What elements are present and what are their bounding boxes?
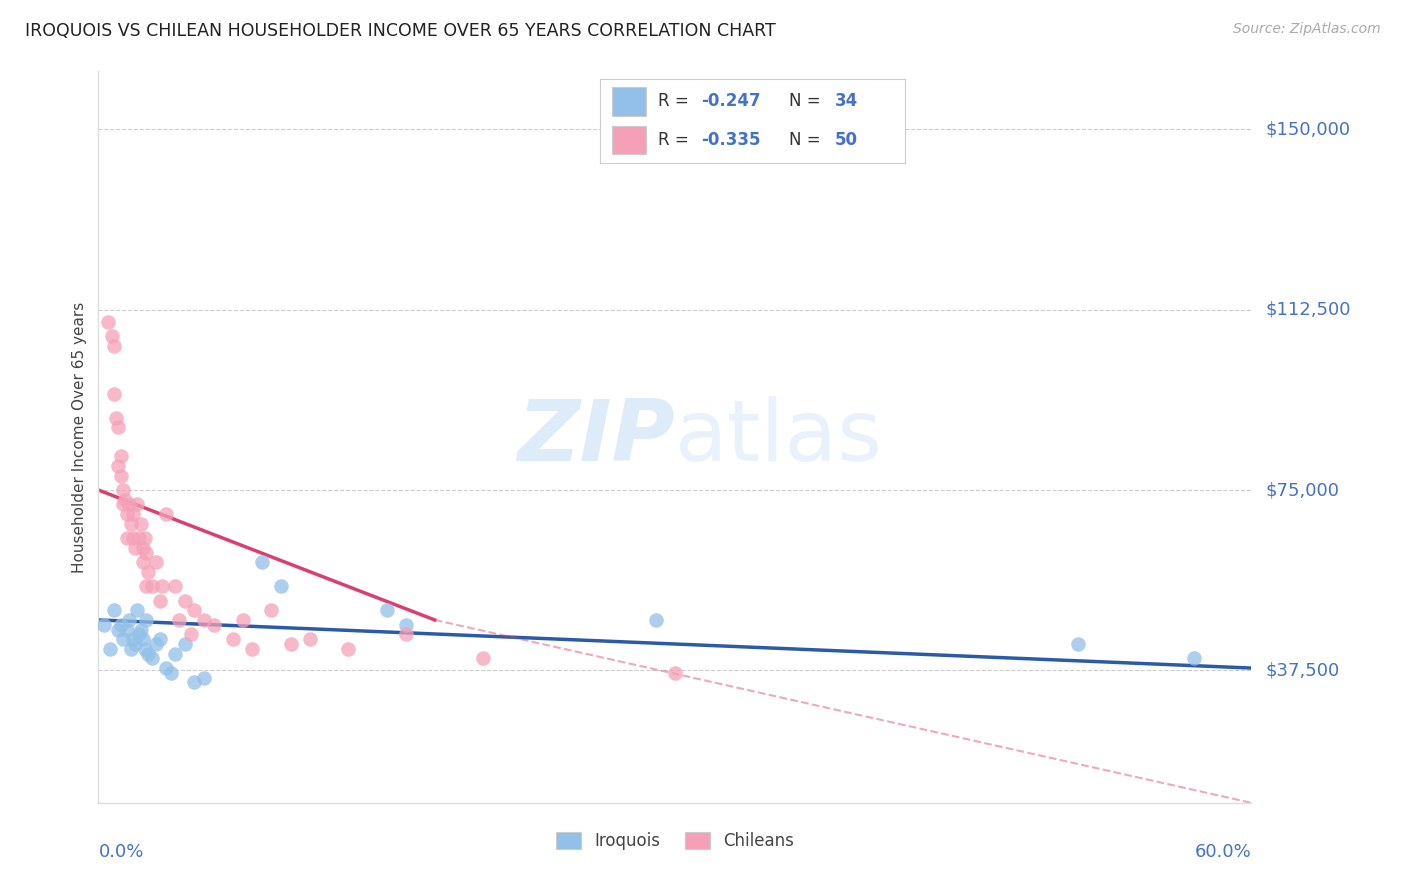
Text: $112,500: $112,500 — [1265, 301, 1351, 318]
Point — [128, 531, 150, 545]
Point — [250, 555, 273, 569]
Point — [128, 627, 150, 641]
Point — [110, 617, 132, 632]
Point — [103, 338, 125, 352]
Point — [160, 665, 183, 680]
Point — [165, 647, 187, 661]
Point — [131, 541, 153, 555]
Point — [122, 531, 145, 545]
Point — [131, 632, 153, 647]
Point — [167, 613, 190, 627]
Legend: Iroquois, Chileans: Iroquois, Chileans — [548, 825, 801, 856]
Text: $75,000: $75,000 — [1265, 481, 1339, 499]
Point — [165, 579, 187, 593]
Point — [298, 632, 321, 647]
Point — [155, 507, 177, 521]
Text: $37,500: $37,500 — [1265, 662, 1340, 680]
Point — [114, 492, 136, 507]
Point — [117, 623, 139, 637]
Point — [125, 498, 148, 512]
Point — [337, 641, 360, 656]
Point — [138, 647, 160, 661]
Point — [117, 531, 139, 545]
Point — [395, 627, 418, 641]
Point — [1067, 637, 1090, 651]
Point — [134, 641, 156, 656]
Point — [183, 675, 205, 690]
Point — [120, 516, 142, 531]
Text: ZIP: ZIP — [517, 395, 675, 479]
Text: atlas: atlas — [675, 395, 883, 479]
Point — [120, 641, 142, 656]
Point — [125, 603, 148, 617]
Point — [117, 507, 139, 521]
Point — [240, 641, 263, 656]
Point — [135, 579, 157, 593]
Point — [134, 531, 156, 545]
Point — [141, 579, 163, 593]
Point — [155, 661, 177, 675]
Point — [202, 617, 225, 632]
Y-axis label: Householder Income Over 65 years: Householder Income Over 65 years — [72, 301, 87, 573]
Point — [135, 613, 157, 627]
Point — [141, 651, 163, 665]
Point — [222, 632, 245, 647]
Point — [103, 603, 125, 617]
Point — [124, 637, 146, 651]
Text: 60.0%: 60.0% — [1195, 843, 1251, 861]
Point — [375, 603, 398, 617]
Point — [280, 637, 302, 651]
Point — [150, 579, 173, 593]
Point — [112, 483, 135, 497]
Point — [124, 541, 146, 555]
Point — [471, 651, 494, 665]
Text: Source: ZipAtlas.com: Source: ZipAtlas.com — [1233, 22, 1381, 37]
Point — [122, 632, 145, 647]
Text: IROQUOIS VS CHILEAN HOUSEHOLDER INCOME OVER 65 YEARS CORRELATION CHART: IROQUOIS VS CHILEAN HOUSEHOLDER INCOME O… — [25, 22, 776, 40]
Point — [118, 498, 141, 512]
Point — [183, 603, 205, 617]
Point — [98, 641, 121, 656]
Point — [110, 468, 132, 483]
Point — [260, 603, 283, 617]
Point — [112, 632, 135, 647]
Point — [118, 613, 141, 627]
Point — [107, 420, 129, 434]
Text: 0.0%: 0.0% — [98, 843, 143, 861]
Point — [644, 613, 666, 627]
Point — [112, 498, 135, 512]
Point — [129, 623, 152, 637]
Point — [138, 565, 160, 579]
Point — [1182, 651, 1205, 665]
Point — [145, 637, 167, 651]
Point — [104, 410, 127, 425]
Point — [395, 617, 418, 632]
Point — [193, 671, 215, 685]
Point — [270, 579, 292, 593]
Point — [135, 545, 157, 559]
Point — [664, 665, 686, 680]
Point — [231, 613, 254, 627]
Text: $150,000: $150,000 — [1265, 120, 1350, 138]
Point — [174, 593, 197, 607]
Point — [103, 386, 125, 401]
Point — [180, 627, 202, 641]
Point — [149, 593, 172, 607]
Point — [193, 613, 215, 627]
Point — [129, 516, 152, 531]
Point — [174, 637, 197, 651]
Point — [97, 315, 120, 329]
Point — [149, 632, 172, 647]
Point — [110, 450, 132, 464]
Point — [101, 329, 124, 343]
Point — [145, 555, 167, 569]
Point — [93, 617, 115, 632]
Point — [107, 623, 129, 637]
Point — [107, 458, 129, 473]
Point — [131, 555, 153, 569]
Point — [122, 507, 145, 521]
